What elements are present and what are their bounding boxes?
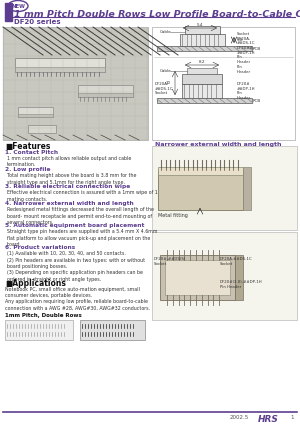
Bar xyxy=(180,34,225,46)
Bar xyxy=(3,27,148,140)
Bar xyxy=(185,26,220,34)
Text: 1 mm Pitch Double Rows Low Profile Board-to-Cable Connectors: 1 mm Pitch Double Rows Low Profile Board… xyxy=(14,10,300,19)
Text: PCB: PCB xyxy=(253,99,261,103)
Text: 10: 10 xyxy=(166,81,171,85)
Text: DF20A-##DS-1C
Socket: DF20A-##DS-1C Socket xyxy=(220,257,253,266)
Text: Cable: Cable xyxy=(160,30,172,34)
Text: DF20#-##DS(S)
Socket: DF20#-##DS(S) Socket xyxy=(154,257,186,266)
Text: NEW: NEW xyxy=(11,3,25,8)
Bar xyxy=(5,320,73,340)
Text: 1 mm contact pitch allows reliable output and cable
termination.: 1 mm contact pitch allows reliable outpu… xyxy=(7,156,131,167)
Text: ■Applications: ■Applications xyxy=(5,279,66,288)
Text: Pin
Header: Pin Header xyxy=(237,65,251,74)
Text: 3. Reliable electrical connection wipe: 3. Reliable electrical connection wipe xyxy=(5,184,130,189)
Bar xyxy=(15,67,105,72)
Bar xyxy=(157,98,252,103)
Text: 1: 1 xyxy=(290,415,293,420)
Text: DF20 series: DF20 series xyxy=(14,19,61,25)
Text: Notebook PC, small office auto-mation equipment, small
consumer devices, portabl: Notebook PC, small office auto-mation eq… xyxy=(5,286,150,311)
Text: DF20A-
##DS-1C
Socket: DF20A- ##DS-1C Socket xyxy=(155,82,174,95)
Text: 3.8: 3.8 xyxy=(237,38,244,42)
Bar xyxy=(28,125,56,133)
Text: 8.2: 8.2 xyxy=(199,60,205,64)
Text: Socket
DF20A-
##DS-1C: Socket DF20A- ##DS-1C xyxy=(237,32,256,45)
Text: HRS: HRS xyxy=(258,415,279,424)
Bar xyxy=(182,84,222,98)
Bar xyxy=(80,320,145,340)
Text: Redesigned metal fittings decreased the overall length of the
board- mount recep: Redesigned metal fittings decreased the … xyxy=(7,207,154,225)
Bar xyxy=(187,68,217,74)
Text: ■Features: ■Features xyxy=(5,142,50,151)
Text: 6. Product variations: 6. Product variations xyxy=(5,245,75,250)
Text: Cable: Cable xyxy=(160,69,172,73)
Text: Metal fitting: Metal fitting xyxy=(158,213,188,218)
Text: 2002.5: 2002.5 xyxy=(230,415,249,420)
Bar xyxy=(15,58,105,72)
Text: PCB: PCB xyxy=(253,47,261,51)
Bar xyxy=(182,74,222,84)
Text: Total mating height above the board is 3.8 mm for the
straight type and 5.1mm fo: Total mating height above the board is 3… xyxy=(7,173,136,184)
Text: (1) Available with 10, 20, 30, 40, and 50 contacts.
(2) Pin headers are availabl: (1) Available with 10, 20, 30, 40, and 5… xyxy=(7,251,145,282)
Bar xyxy=(160,255,235,300)
Bar xyxy=(158,170,243,210)
Text: DF20#
##DP-1H
Pin
Header: DF20# ##DP-1H Pin Header xyxy=(237,82,256,100)
Bar xyxy=(152,232,297,320)
Text: 4. Narrower external width and length: 4. Narrower external width and length xyxy=(5,201,134,206)
Bar xyxy=(243,167,251,210)
Text: Straight type pin headers are supplied with a 5.4 mm X 4.6mm
flat platform to al: Straight type pin headers are supplied w… xyxy=(7,229,158,247)
Bar xyxy=(18,114,53,117)
Bar xyxy=(165,260,230,295)
Text: DF20##-
##DP-1H
Pin
Header: DF20##- ##DP-1H Pin Header xyxy=(237,46,256,64)
Text: 2. Low profile: 2. Low profile xyxy=(5,167,50,172)
Bar xyxy=(152,27,295,140)
Bar xyxy=(158,167,243,175)
Text: 1. Contact Pitch: 1. Contact Pitch xyxy=(5,150,58,155)
Text: Effective electrical connection is assured with a 1mm wipe of 1
mating contacts.: Effective electrical connection is assur… xyxy=(7,190,158,201)
Bar xyxy=(18,107,53,117)
Bar xyxy=(235,255,243,300)
Bar xyxy=(5,3,12,21)
Text: 1mm Pitch, Double Rows: 1mm Pitch, Double Rows xyxy=(5,313,82,317)
Bar xyxy=(78,85,133,97)
Bar xyxy=(152,146,297,230)
Text: 5. Automatic equipment board placement: 5. Automatic equipment board placement xyxy=(5,223,144,228)
Text: DF20#(3.0)-##DP-1H
Pin Header: DF20#(3.0)-##DP-1H Pin Header xyxy=(220,280,262,289)
Text: Narrower external width and length: Narrower external width and length xyxy=(155,142,281,147)
Text: 5.4: 5.4 xyxy=(197,23,203,27)
Bar xyxy=(78,93,133,97)
Ellipse shape xyxy=(8,0,28,11)
Bar xyxy=(157,46,252,51)
